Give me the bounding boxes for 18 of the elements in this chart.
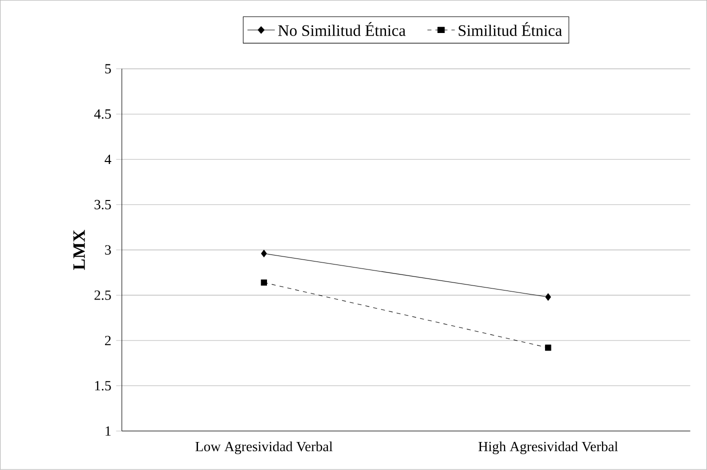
y-axis-title: LMX	[73, 230, 85, 270]
x-tick-label: Low Agresividad Verbal	[195, 442, 333, 454]
point	[545, 344, 552, 351]
y-tick-label: 3.5	[94, 200, 111, 210]
x-tick-label: High Agresividad Verbal	[478, 442, 618, 454]
legend-label: Similitud Étnica	[458, 22, 562, 36]
y-tick-label: 5	[105, 64, 111, 74]
point	[545, 293, 551, 301]
legend-label: No Similitud Étnica	[278, 22, 406, 36]
y-tick-label: 3	[105, 245, 111, 255]
y-tick-label: 4.5	[94, 109, 111, 119]
point	[261, 250, 267, 258]
y-tick-label: 4	[104, 154, 112, 164]
y-tick-label: 1.5	[95, 381, 111, 391]
y-tick-label: 2	[105, 336, 111, 346]
y-tick-label: 2.5	[94, 290, 111, 300]
y-tick-label: 1	[106, 426, 111, 436]
point	[260, 280, 268, 286]
